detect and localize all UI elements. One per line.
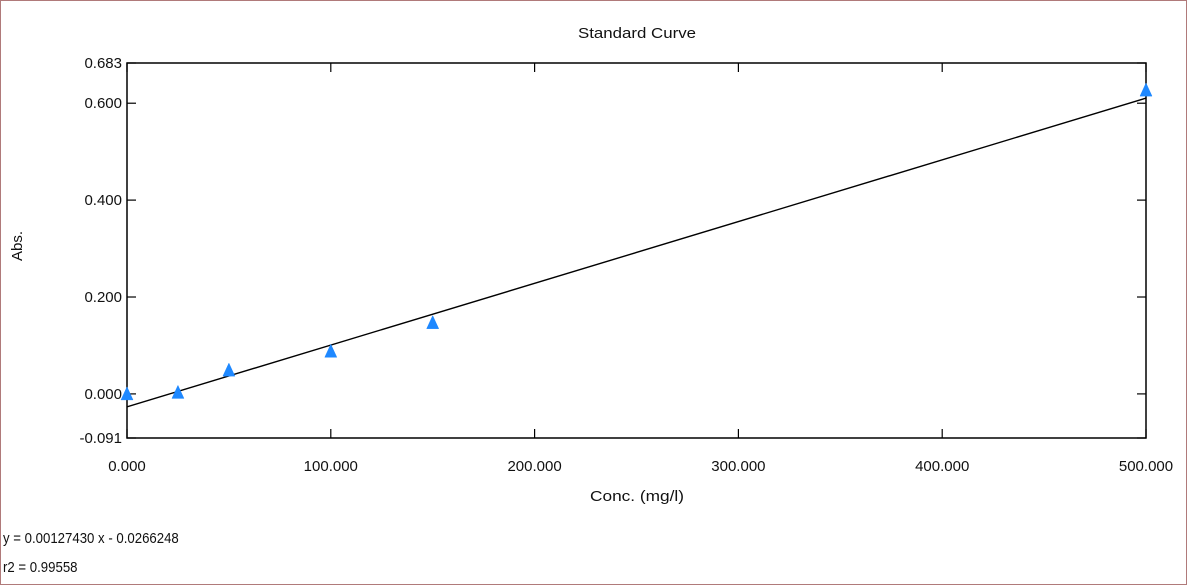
x-tick-label: 0.000	[108, 458, 146, 475]
chart-title: Standard Curve	[578, 25, 696, 42]
x-axis-label: Conc. (mg/l)	[590, 488, 684, 505]
x-tick-label: 100.000	[304, 458, 358, 475]
plot-area	[126, 62, 1147, 439]
x-tick-label: 500.000	[1119, 458, 1173, 475]
data-point	[120, 386, 134, 401]
data-point	[1139, 82, 1153, 97]
y-axis-label: Abs.	[9, 231, 26, 261]
y-tick-label: -0.091	[79, 430, 122, 447]
y-tick-label: 0.000	[84, 386, 122, 403]
data-point	[222, 362, 236, 377]
x-tick-label: 300.000	[711, 458, 765, 475]
x-axis-ticks: 0.000 100.000 200.000 300.000 400.000 500.000	[108, 63, 1173, 475]
data-points	[120, 82, 1153, 401]
data-point	[171, 384, 185, 399]
y-tick-label: 0.200	[84, 289, 122, 306]
fit-line	[126, 97, 1147, 408]
y-axis-ticks: -0.091 0.000 0.200 0.400 0.600 0.683	[79, 55, 1146, 447]
x-tick-label: 400.000	[915, 458, 969, 475]
r-squared: r2 = 0.99558	[3, 559, 78, 576]
y-tick-label: 0.683	[84, 55, 122, 72]
y-tick-label: 0.400	[84, 192, 122, 209]
y-tick-label: 0.600	[84, 95, 122, 112]
data-point	[426, 315, 440, 329]
x-tick-label: 200.000	[507, 458, 561, 475]
regression-equation: y = 0.00127430 x - 0.0266248	[3, 530, 179, 547]
data-point	[324, 343, 338, 358]
